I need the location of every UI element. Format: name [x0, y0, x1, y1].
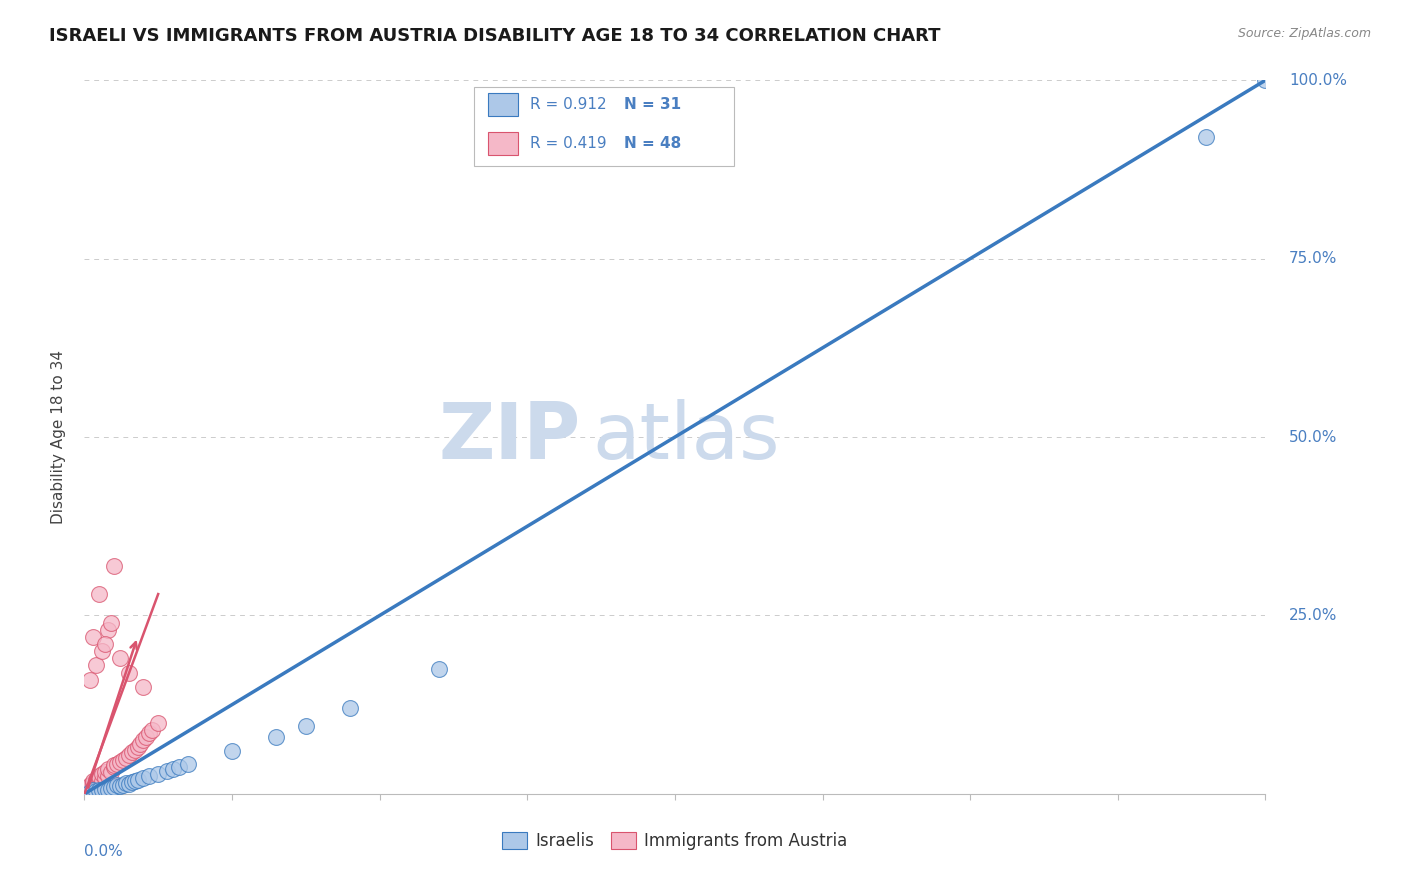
Point: [114, 776, 136, 790]
Point: [82, 776, 104, 790]
Point: [91, 767, 114, 781]
Point: [94, 781, 117, 796]
Point: [167, 760, 190, 774]
Point: [79, 785, 101, 799]
Point: [129, 737, 152, 751]
Text: ZIP: ZIP: [439, 399, 581, 475]
Point: [111, 753, 134, 767]
Point: [87, 771, 111, 785]
Text: atlas: atlas: [592, 399, 780, 475]
Point: [135, 730, 157, 744]
Point: [138, 726, 160, 740]
Point: [100, 781, 122, 796]
Point: [105, 778, 128, 792]
Point: [127, 740, 149, 755]
Point: [118, 747, 141, 762]
Legend: Israelis, Immigrants from Austria: Israelis, Immigrants from Austria: [495, 825, 855, 857]
Point: [82, 781, 104, 796]
Text: N = 48: N = 48: [624, 136, 682, 152]
Point: [76, 781, 98, 796]
FancyBboxPatch shape: [488, 132, 517, 155]
Point: [114, 751, 136, 765]
Point: [266, 730, 288, 744]
Point: [1195, 130, 1218, 145]
Point: [148, 767, 170, 781]
Point: [118, 777, 141, 791]
Point: [295, 719, 318, 733]
Point: [177, 756, 200, 771]
Point: [138, 769, 160, 783]
Text: R = 0.912: R = 0.912: [530, 97, 606, 112]
Point: [221, 744, 243, 758]
Point: [132, 733, 155, 747]
Point: [91, 783, 114, 797]
Point: [82, 774, 104, 789]
Point: [1254, 73, 1277, 87]
Point: [76, 783, 98, 797]
Text: 25.0%: 25.0%: [1289, 608, 1337, 623]
Point: [79, 778, 101, 792]
Point: [100, 615, 122, 630]
Text: Source: ZipAtlas.com: Source: ZipAtlas.com: [1237, 27, 1371, 40]
Point: [87, 776, 111, 790]
FancyBboxPatch shape: [488, 93, 517, 116]
Point: [79, 780, 101, 794]
Point: [103, 760, 125, 774]
Point: [427, 662, 450, 676]
Point: [339, 701, 361, 715]
Point: [82, 630, 104, 644]
Point: [108, 779, 131, 793]
Text: ISRAELI VS IMMIGRANTS FROM AUSTRIA DISABILITY AGE 18 TO 34 CORRELATION CHART: ISRAELI VS IMMIGRANTS FROM AUSTRIA DISAB…: [49, 27, 941, 45]
Point: [84, 658, 107, 673]
Point: [103, 558, 125, 573]
Point: [162, 762, 184, 776]
Point: [105, 756, 128, 771]
Point: [124, 742, 146, 756]
Point: [156, 764, 179, 778]
Point: [94, 765, 117, 780]
Point: [87, 769, 111, 783]
Point: [103, 758, 125, 772]
Point: [108, 755, 131, 769]
Point: [84, 772, 107, 787]
Point: [82, 783, 104, 797]
Point: [148, 715, 170, 730]
Point: [100, 765, 122, 780]
Text: 100.0%: 100.0%: [1289, 73, 1347, 87]
Point: [94, 771, 117, 785]
Point: [87, 587, 111, 601]
Point: [118, 665, 141, 680]
Point: [111, 778, 134, 792]
Point: [103, 780, 125, 794]
Point: [97, 782, 120, 797]
Point: [79, 673, 101, 687]
Point: [108, 651, 131, 665]
Point: [91, 774, 114, 789]
Text: 0.0%: 0.0%: [84, 844, 124, 859]
Point: [132, 771, 155, 785]
Point: [127, 772, 149, 787]
Y-axis label: Disability Age 18 to 34: Disability Age 18 to 34: [51, 350, 66, 524]
Point: [141, 723, 163, 737]
Point: [91, 644, 114, 658]
Point: [94, 637, 117, 651]
Point: [84, 778, 107, 792]
Point: [97, 769, 120, 783]
Point: [121, 775, 143, 789]
Text: 50.0%: 50.0%: [1289, 430, 1337, 444]
Text: R = 0.419: R = 0.419: [530, 136, 606, 152]
Point: [97, 762, 120, 776]
Text: N = 31: N = 31: [624, 97, 682, 112]
Point: [84, 784, 107, 798]
Point: [87, 782, 111, 797]
Text: 75.0%: 75.0%: [1289, 252, 1337, 266]
Point: [97, 623, 120, 637]
Point: [121, 746, 143, 760]
FancyBboxPatch shape: [474, 87, 734, 166]
Point: [79, 782, 101, 797]
Point: [124, 774, 146, 789]
Point: [132, 680, 155, 694]
